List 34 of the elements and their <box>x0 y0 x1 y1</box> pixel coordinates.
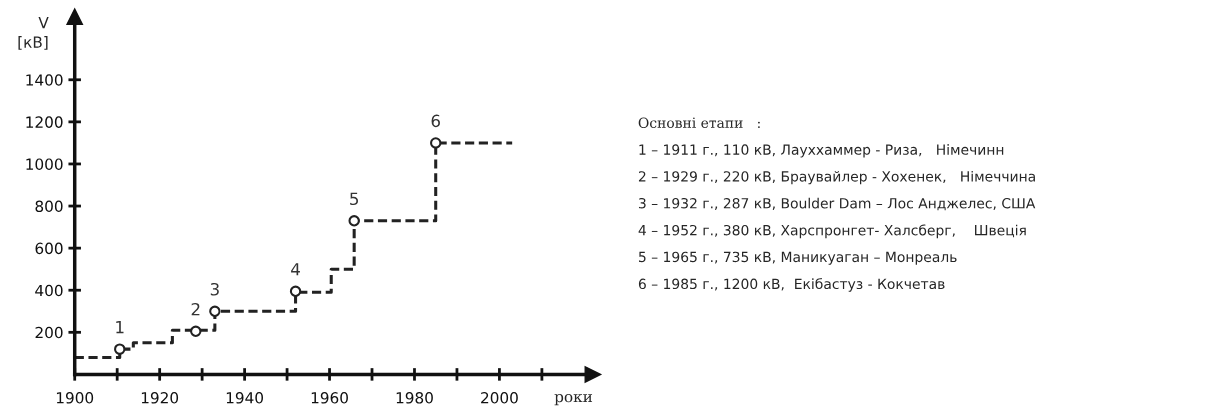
y-axis-title: V [кВ] <box>18 17 49 50</box>
text: 1 – 1911 г., 110 кВ, Лауххаммер - Риза, Німечинн <box>639 144 1004 158</box>
point <box>430 137 442 149</box>
annotation: 6 <box>431 114 440 128</box>
text: 5 – 1965 г., 735 кВ, Маникуаган – Монреаль <box>639 251 957 265</box>
annotation: 2 <box>191 302 200 316</box>
y-tick-label: 400 <box>35 284 63 297</box>
text: Основні етапи : <box>638 117 760 128</box>
point <box>348 215 360 227</box>
x-tick-label: 1920 <box>141 392 179 404</box>
text: 6 – 1985 г., 1200 кВ, Екібастуз - Кокчетав <box>638 278 945 292</box>
x-axis-title: роки <box>554 393 593 406</box>
y-tick-label: 1400 <box>26 74 63 86</box>
y-tick-label: 200 <box>35 326 63 339</box>
y-tick-label: 1200 <box>26 116 63 128</box>
point <box>114 343 126 355</box>
x-tick-label: 2000 <box>481 392 518 404</box>
x-tick-label: 1980 <box>396 392 433 404</box>
x-tick-label: 1900 <box>56 392 94 404</box>
annotation: 1 <box>116 321 124 334</box>
annotation: 4 <box>291 263 300 276</box>
x-tick-label: 1960 <box>311 392 348 404</box>
text: 2 – 1929 г., 220 кВ, Браувайлер - Хохенек, Німеччина <box>638 170 1035 185</box>
y-tick-label: 800 <box>35 200 63 213</box>
text: 4 – 1952 г., 380 кВ, Харспронгет- Халсберг, Швеція <box>638 224 1026 239</box>
point <box>289 285 302 297</box>
point <box>190 325 202 337</box>
text: 3 – 1932 г., 287 кВ, Boulder Dam – Лос Анджелес, США <box>638 197 1036 211</box>
annotation: 5 <box>350 192 359 206</box>
annotation: 3 <box>210 282 219 296</box>
y-tick-label: 600 <box>35 242 63 255</box>
point <box>209 305 221 317</box>
y-tick-label: 1000 <box>26 158 63 170</box>
x-tick-label: 1940 <box>226 392 264 404</box>
